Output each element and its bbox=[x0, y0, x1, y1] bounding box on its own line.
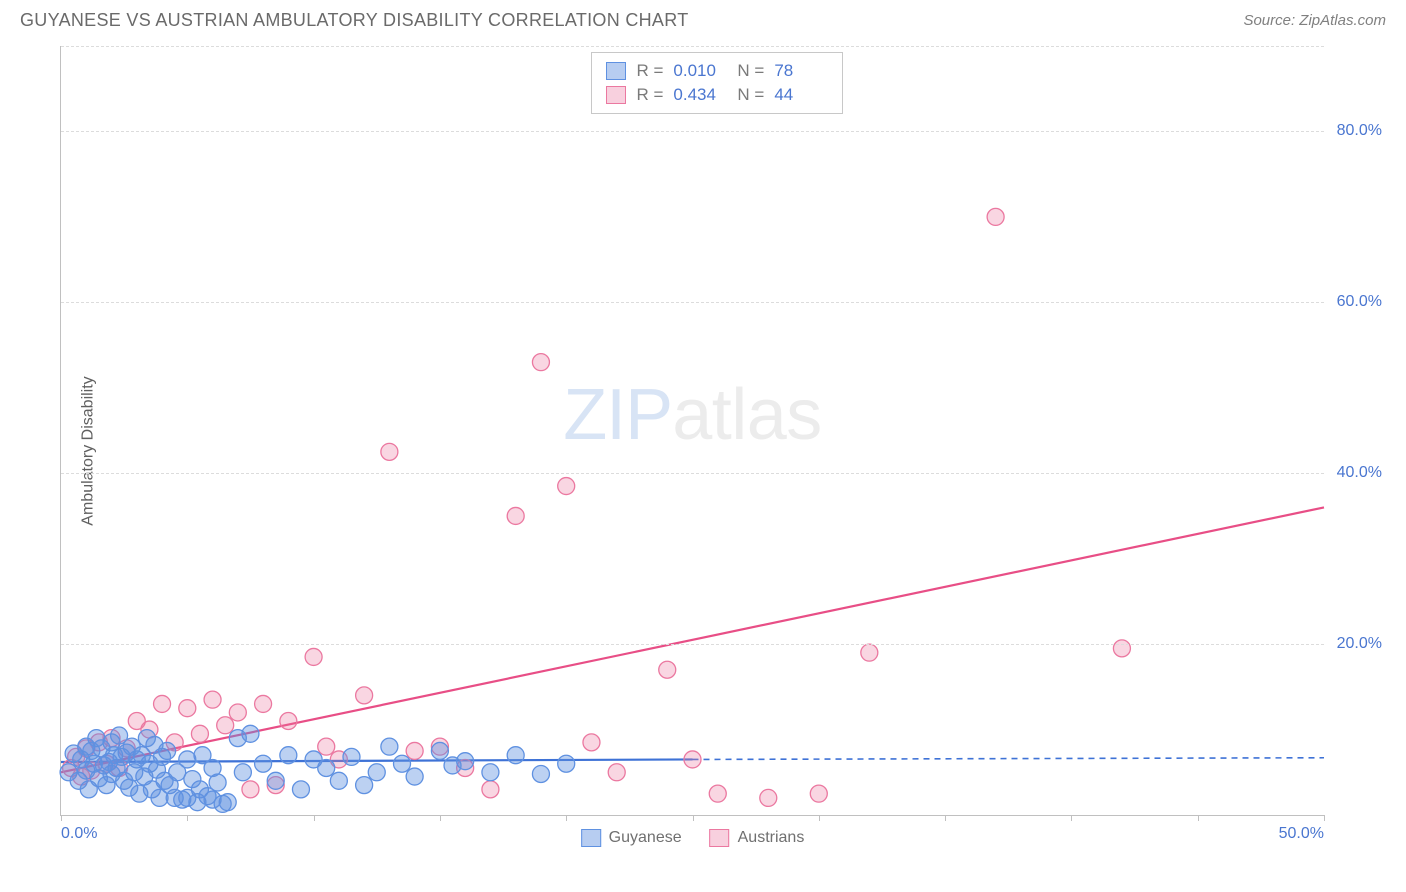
point-austrian bbox=[280, 713, 297, 730]
point-guyanese bbox=[219, 794, 236, 811]
point-austrian bbox=[760, 789, 777, 806]
x-tick bbox=[187, 815, 188, 821]
point-austrian bbox=[861, 644, 878, 661]
y-tick-label: 20.0% bbox=[1337, 635, 1382, 653]
point-austrian bbox=[406, 742, 423, 759]
point-guyanese bbox=[431, 742, 448, 759]
point-austrian bbox=[583, 734, 600, 751]
point-guyanese bbox=[318, 760, 335, 777]
point-austrian bbox=[532, 354, 549, 371]
point-guyanese bbox=[255, 755, 272, 772]
point-austrian bbox=[255, 695, 272, 712]
point-guyanese bbox=[457, 753, 474, 770]
r-label: R = bbox=[636, 61, 663, 81]
point-guyanese bbox=[482, 764, 499, 781]
legend-label-austrians: Austrians bbox=[738, 829, 805, 847]
y-tick-label: 80.0% bbox=[1337, 122, 1382, 140]
y-tick-label: 40.0% bbox=[1337, 464, 1382, 482]
point-guyanese bbox=[179, 751, 196, 768]
point-austrian bbox=[684, 751, 701, 768]
x-tick-label: 0.0% bbox=[61, 825, 97, 843]
point-guyanese bbox=[209, 774, 226, 791]
x-tick bbox=[693, 815, 694, 821]
point-guyanese bbox=[558, 755, 575, 772]
point-guyanese bbox=[280, 747, 297, 764]
point-austrian bbox=[154, 695, 171, 712]
swatch-blue-icon bbox=[606, 62, 626, 80]
point-guyanese bbox=[368, 764, 385, 781]
x-tick bbox=[440, 815, 441, 821]
n-label: N = bbox=[737, 61, 764, 81]
legend-item-guyanese: Guyanese bbox=[581, 829, 682, 847]
scatter-plot: ZIPatlas R = 0.010 N = 78 R = 0.434 N = … bbox=[60, 46, 1324, 816]
point-austrian bbox=[709, 785, 726, 802]
r-value-blue: 0.010 bbox=[673, 61, 727, 81]
point-austrian bbox=[659, 661, 676, 678]
x-tick-label: 50.0% bbox=[1279, 825, 1324, 843]
chart-title: GUYANESE VS AUSTRIAN AMBULATORY DISABILI… bbox=[20, 10, 689, 31]
swatch-blue-icon bbox=[581, 829, 601, 847]
point-austrian bbox=[987, 208, 1004, 225]
stats-row-blue: R = 0.010 N = 78 bbox=[606, 59, 828, 83]
point-austrian bbox=[318, 738, 335, 755]
point-austrian bbox=[356, 687, 373, 704]
point-guyanese bbox=[507, 747, 524, 764]
legend-label-guyanese: Guyanese bbox=[609, 829, 682, 847]
x-tick bbox=[314, 815, 315, 821]
x-tick bbox=[945, 815, 946, 821]
point-guyanese bbox=[234, 764, 251, 781]
swatch-pink-icon bbox=[710, 829, 730, 847]
gridline bbox=[61, 302, 1324, 303]
y-tick-label: 60.0% bbox=[1337, 293, 1382, 311]
point-guyanese bbox=[242, 725, 259, 742]
point-austrian bbox=[558, 478, 575, 495]
bottom-legend: Guyanese Austrians bbox=[581, 829, 805, 847]
point-austrian bbox=[381, 443, 398, 460]
point-guyanese bbox=[394, 755, 411, 772]
gridline bbox=[61, 131, 1324, 132]
point-austrian bbox=[305, 648, 322, 665]
point-guyanese bbox=[381, 738, 398, 755]
x-tick bbox=[1071, 815, 1072, 821]
point-guyanese bbox=[159, 742, 176, 759]
n-value-blue: 78 bbox=[774, 61, 828, 81]
point-austrian bbox=[507, 507, 524, 524]
point-guyanese bbox=[356, 777, 373, 794]
x-tick bbox=[61, 815, 62, 821]
legend-item-austrians: Austrians bbox=[710, 829, 805, 847]
point-austrian bbox=[1113, 640, 1130, 657]
point-guyanese bbox=[292, 781, 309, 798]
point-austrian bbox=[217, 717, 234, 734]
r-label: R = bbox=[636, 85, 663, 105]
point-austrian bbox=[191, 725, 208, 742]
gridline bbox=[61, 46, 1324, 47]
stats-legend: R = 0.010 N = 78 R = 0.434 N = 44 bbox=[591, 52, 843, 114]
point-guyanese bbox=[330, 772, 347, 789]
point-guyanese bbox=[532, 765, 549, 782]
point-austrian bbox=[482, 781, 499, 798]
gridline bbox=[61, 644, 1324, 645]
point-austrian bbox=[242, 781, 259, 798]
x-tick bbox=[1198, 815, 1199, 821]
x-tick bbox=[819, 815, 820, 821]
source-text: Source: ZipAtlas.com bbox=[1243, 12, 1386, 29]
point-guyanese bbox=[343, 748, 360, 765]
r-value-pink: 0.434 bbox=[673, 85, 727, 105]
n-label: N = bbox=[737, 85, 764, 105]
swatch-pink-icon bbox=[606, 86, 626, 104]
point-austrian bbox=[810, 785, 827, 802]
point-austrian bbox=[608, 764, 625, 781]
stats-row-pink: R = 0.434 N = 44 bbox=[606, 83, 828, 107]
point-austrian bbox=[204, 691, 221, 708]
point-guyanese bbox=[406, 768, 423, 785]
point-austrian bbox=[229, 704, 246, 721]
point-austrian bbox=[179, 700, 196, 717]
data-svg bbox=[61, 46, 1324, 815]
gridline bbox=[61, 473, 1324, 474]
plot-wrap: Ambulatory Disability ZIPatlas R = 0.010… bbox=[50, 46, 1386, 856]
x-tick bbox=[566, 815, 567, 821]
point-guyanese bbox=[267, 772, 284, 789]
n-value-pink: 44 bbox=[774, 85, 828, 105]
x-tick bbox=[1324, 815, 1325, 821]
